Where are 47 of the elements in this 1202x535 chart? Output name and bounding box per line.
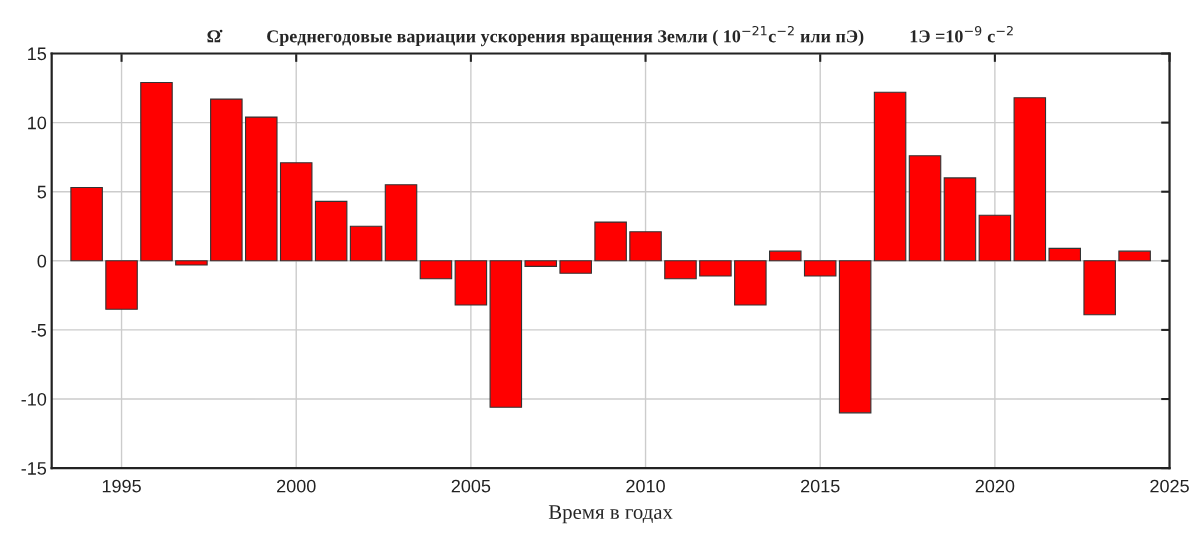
x-tick-label: 2025 (1150, 479, 1189, 493)
bar (664, 260, 697, 280)
bar (349, 225, 383, 262)
bar (559, 260, 592, 274)
bar (210, 98, 243, 262)
bar (699, 260, 732, 277)
bar (629, 231, 662, 262)
bar (489, 260, 523, 408)
bar (140, 81, 173, 262)
bar (279, 162, 313, 262)
bar (419, 260, 453, 280)
bar (175, 260, 208, 266)
bar (838, 260, 872, 414)
y-tick-label: 10 (28, 116, 47, 130)
bar (978, 214, 1012, 262)
x-tick-label: 2010 (626, 479, 665, 493)
bar (314, 200, 348, 262)
bar (769, 250, 802, 262)
bar (1118, 250, 1151, 262)
bar (524, 260, 558, 267)
bar (105, 260, 138, 310)
bar (594, 221, 627, 262)
bar (803, 260, 837, 277)
x-axis-title: Время в годах (548, 505, 673, 524)
y-tick-label: 15 (28, 47, 47, 61)
bar (1048, 247, 1082, 262)
y-tick-label: -10 (21, 392, 47, 406)
bar (943, 177, 977, 262)
bar (1083, 260, 1116, 316)
bar (734, 260, 767, 306)
y-tick-label: 5 (37, 185, 47, 199)
bar (454, 260, 488, 306)
chart-title: Ω̇ Среднегодовые вариации ускорения вращения Земли ( 10$^{−21}$с$^{−2}$ или пЭ) 1Э =10$^{−9}$ с$^{−2}$ (207, 25, 1013, 47)
bar (873, 91, 907, 262)
bar (908, 155, 942, 262)
y-tick-label: -15 (21, 462, 47, 475)
bar (384, 184, 418, 262)
y-tick-label: 0 (37, 254, 47, 268)
x-tick-label: 2005 (451, 479, 491, 493)
bar (245, 116, 278, 262)
bar (70, 187, 103, 262)
y-tick-label: -5 (31, 324, 47, 337)
bar (1013, 97, 1047, 262)
x-tick-label: 2020 (975, 479, 1015, 493)
x-tick-label: 2000 (277, 479, 316, 493)
x-tick-label: 1995 (102, 479, 141, 493)
x-tick-label: 2015 (801, 479, 840, 493)
